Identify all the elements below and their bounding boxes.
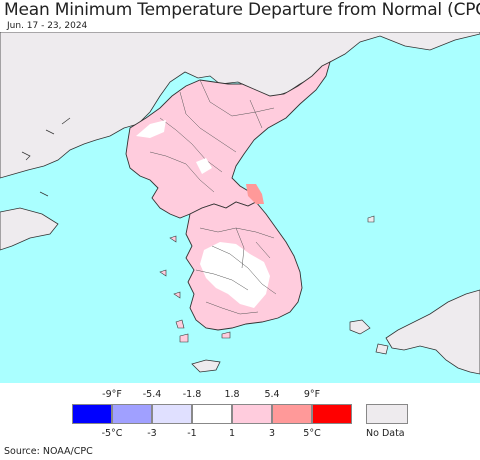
nk-white-patch-2 xyxy=(196,158,212,174)
north-korea xyxy=(125,61,331,219)
legend-swatch xyxy=(232,404,272,424)
sk-white-region xyxy=(200,242,270,308)
map-title: Mean Minimum Temperature Departure from … xyxy=(4,0,480,20)
ulleung-island xyxy=(367,215,375,223)
legend-tick-f: 5.4 xyxy=(264,389,280,400)
legend-tick-f: -5.4 xyxy=(142,389,162,400)
legend-fahrenheit-ticks: -9°F -5.4 -1.8 1.8 5.4 9°F xyxy=(0,389,480,401)
southern-islands xyxy=(175,319,231,343)
nk-province-lines xyxy=(149,79,275,193)
shandong-landmass xyxy=(0,207,59,251)
korea-temperature-map xyxy=(0,32,480,383)
date-range: Jun. 17 - 23, 2024 xyxy=(7,21,88,31)
coast-detail xyxy=(21,117,71,197)
china-russia-landmass xyxy=(0,32,480,179)
legend-tick-f: 1.8 xyxy=(224,389,240,400)
dmz-warm-patch xyxy=(246,184,264,204)
nk-white-patch xyxy=(136,120,166,138)
legend-tick-c: -1 xyxy=(187,428,197,439)
legend-tick-c: -5°C xyxy=(101,428,123,439)
legend-tick-c: 3 xyxy=(268,428,276,439)
legend-tick-f: 9°F xyxy=(303,389,321,400)
legend-tick-c: -3 xyxy=(147,428,157,439)
japan-landmass xyxy=(385,289,480,375)
legend-swatch xyxy=(192,404,232,424)
source-credit: Source: NOAA/CPC xyxy=(4,446,93,457)
legend-swatch xyxy=(112,404,152,424)
legend-swatch xyxy=(272,404,312,424)
japan-islands xyxy=(349,319,389,355)
legend-celsius-ticks: -5°C -3 -1 1 3 5°C xyxy=(0,428,480,440)
sk-province-lines xyxy=(195,227,277,315)
legend-tick-f: -9°F xyxy=(102,389,122,400)
legend-swatch xyxy=(72,404,112,424)
legend-no-data-label: No Data xyxy=(366,428,405,439)
west-islands xyxy=(159,235,181,299)
legend-swatch xyxy=(152,404,192,424)
legend-tick-f: -1.8 xyxy=(182,389,202,400)
legend-tick-c: 1 xyxy=(228,428,236,439)
jeju-island xyxy=(191,359,221,373)
legend-tick-c: 5°C xyxy=(303,428,321,439)
legend-no-data-swatch xyxy=(366,404,408,424)
legend-swatch xyxy=(312,404,352,424)
